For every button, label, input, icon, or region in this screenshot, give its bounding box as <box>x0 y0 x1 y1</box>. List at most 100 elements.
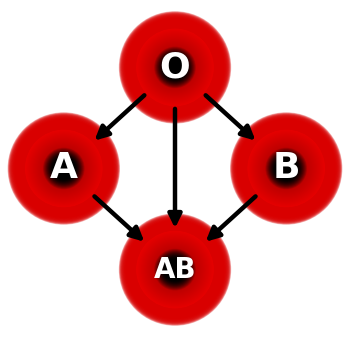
Circle shape <box>265 148 307 189</box>
Circle shape <box>151 246 199 294</box>
Circle shape <box>159 51 191 84</box>
Circle shape <box>148 243 202 296</box>
Circle shape <box>48 153 79 184</box>
Circle shape <box>150 245 200 294</box>
Circle shape <box>36 141 92 196</box>
Circle shape <box>166 261 184 279</box>
Circle shape <box>127 222 223 317</box>
Circle shape <box>252 134 321 203</box>
Circle shape <box>260 142 313 195</box>
Circle shape <box>46 150 82 187</box>
Circle shape <box>153 45 197 89</box>
Circle shape <box>52 157 76 180</box>
Circle shape <box>127 221 223 318</box>
Circle shape <box>15 120 113 217</box>
Circle shape <box>140 32 210 102</box>
Circle shape <box>11 116 117 221</box>
Circle shape <box>254 136 318 201</box>
Circle shape <box>33 138 94 199</box>
Circle shape <box>61 165 67 172</box>
Circle shape <box>170 265 180 274</box>
Circle shape <box>153 248 197 292</box>
Circle shape <box>169 62 181 73</box>
Circle shape <box>271 154 301 183</box>
Circle shape <box>157 252 193 287</box>
Circle shape <box>264 146 309 191</box>
Circle shape <box>149 42 201 93</box>
Circle shape <box>43 148 84 189</box>
Circle shape <box>271 153 301 184</box>
Circle shape <box>145 38 205 97</box>
Circle shape <box>50 155 77 182</box>
Circle shape <box>154 47 196 88</box>
Text: A: A <box>50 152 78 185</box>
Circle shape <box>270 152 303 185</box>
Circle shape <box>119 11 231 124</box>
Circle shape <box>258 141 314 196</box>
Circle shape <box>39 144 88 193</box>
Circle shape <box>33 137 95 200</box>
Circle shape <box>32 137 96 200</box>
Circle shape <box>152 247 198 292</box>
Circle shape <box>131 225 219 314</box>
Circle shape <box>161 54 189 81</box>
Circle shape <box>169 264 181 276</box>
Circle shape <box>170 63 180 72</box>
Circle shape <box>149 41 201 94</box>
Circle shape <box>174 66 176 69</box>
Circle shape <box>168 262 182 277</box>
Circle shape <box>152 44 198 90</box>
Circle shape <box>132 227 218 312</box>
Circle shape <box>26 131 102 206</box>
Circle shape <box>282 164 290 173</box>
Circle shape <box>160 254 190 285</box>
Circle shape <box>266 149 306 188</box>
Circle shape <box>160 52 190 83</box>
Circle shape <box>279 161 294 176</box>
Circle shape <box>50 154 78 183</box>
Circle shape <box>280 162 293 175</box>
Circle shape <box>162 54 188 81</box>
Circle shape <box>171 266 179 274</box>
Circle shape <box>252 134 321 203</box>
Circle shape <box>123 217 227 322</box>
Circle shape <box>171 63 179 71</box>
Circle shape <box>139 233 211 306</box>
Circle shape <box>12 116 116 221</box>
Circle shape <box>130 224 220 315</box>
Circle shape <box>49 153 79 184</box>
Circle shape <box>237 119 336 218</box>
Circle shape <box>151 43 199 92</box>
Circle shape <box>57 162 71 175</box>
Circle shape <box>50 155 77 182</box>
Circle shape <box>173 267 177 272</box>
Circle shape <box>158 252 192 287</box>
Circle shape <box>280 163 292 174</box>
Circle shape <box>126 221 224 318</box>
Circle shape <box>260 143 312 194</box>
Circle shape <box>172 266 178 273</box>
Circle shape <box>253 135 319 202</box>
Circle shape <box>132 24 218 111</box>
Circle shape <box>43 148 84 189</box>
Circle shape <box>152 45 198 90</box>
Circle shape <box>279 161 294 176</box>
Circle shape <box>141 33 209 101</box>
Circle shape <box>54 158 74 179</box>
Circle shape <box>42 146 86 191</box>
Circle shape <box>261 143 312 194</box>
Circle shape <box>125 220 225 319</box>
Circle shape <box>119 12 231 123</box>
Circle shape <box>8 113 120 224</box>
Circle shape <box>120 215 230 325</box>
Circle shape <box>154 248 196 291</box>
Circle shape <box>132 24 218 111</box>
Circle shape <box>286 168 287 169</box>
Circle shape <box>120 12 230 122</box>
Circle shape <box>30 134 98 203</box>
Circle shape <box>136 29 214 106</box>
Circle shape <box>37 142 91 195</box>
Circle shape <box>13 118 115 219</box>
Circle shape <box>59 164 68 173</box>
Circle shape <box>14 119 113 218</box>
